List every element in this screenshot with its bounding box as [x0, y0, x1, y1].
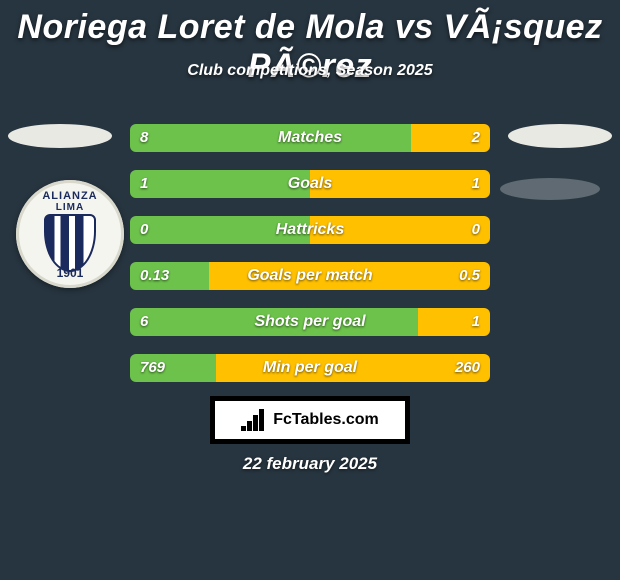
stat-value-right: 2	[462, 124, 490, 152]
stat-row: 82Matches	[130, 124, 490, 152]
stat-value-left: 769	[130, 354, 175, 382]
stat-row: 769260Min per goal	[130, 354, 490, 382]
stats-bars: 82Matches11Goals00Hattricks0.130.5Goals …	[130, 124, 490, 400]
page-subtitle: Club competitions, Season 2025	[0, 62, 620, 80]
stat-row: 00Hattricks	[130, 216, 490, 244]
player-right-placeholder	[508, 124, 612, 148]
club-shield-icon	[44, 214, 96, 272]
stat-row: 61Shots per goal	[130, 308, 490, 336]
stat-row: 11Goals	[130, 170, 490, 198]
stat-value-right: 1	[462, 308, 490, 336]
stat-bar-left	[130, 124, 411, 152]
stat-row: 0.130.5Goals per match	[130, 262, 490, 290]
club-right-placeholder	[500, 178, 600, 200]
fctables-text: FcTables.com	[273, 411, 379, 429]
stat-value-right: 260	[445, 354, 490, 382]
stat-bar-right	[209, 262, 490, 290]
card-date: 22 february 2025	[0, 454, 620, 474]
club-year: 1901	[16, 266, 124, 280]
stat-value-left: 0.13	[130, 262, 179, 290]
stat-value-left: 8	[130, 124, 158, 152]
stat-value-left: 0	[130, 216, 158, 244]
comparison-card: Noriega Loret de Mola vs VÃ¡squez PÃ©rez…	[0, 0, 620, 580]
stat-value-right: 0.5	[449, 262, 490, 290]
stat-value-left: 1	[130, 170, 158, 198]
player-left-placeholder	[8, 124, 112, 148]
stat-value-left: 6	[130, 308, 158, 336]
stat-bar-left	[130, 308, 418, 336]
fctables-badge: FcTables.com	[210, 396, 410, 444]
club-name-line2: LIMA	[16, 202, 124, 213]
club-name-line1: ALIANZA	[16, 190, 124, 202]
club-badge-left: ALIANZA LIMA 1901	[16, 180, 124, 288]
fctables-logo-icon	[241, 409, 267, 431]
stat-value-right: 1	[462, 170, 490, 198]
stat-value-right: 0	[462, 216, 490, 244]
